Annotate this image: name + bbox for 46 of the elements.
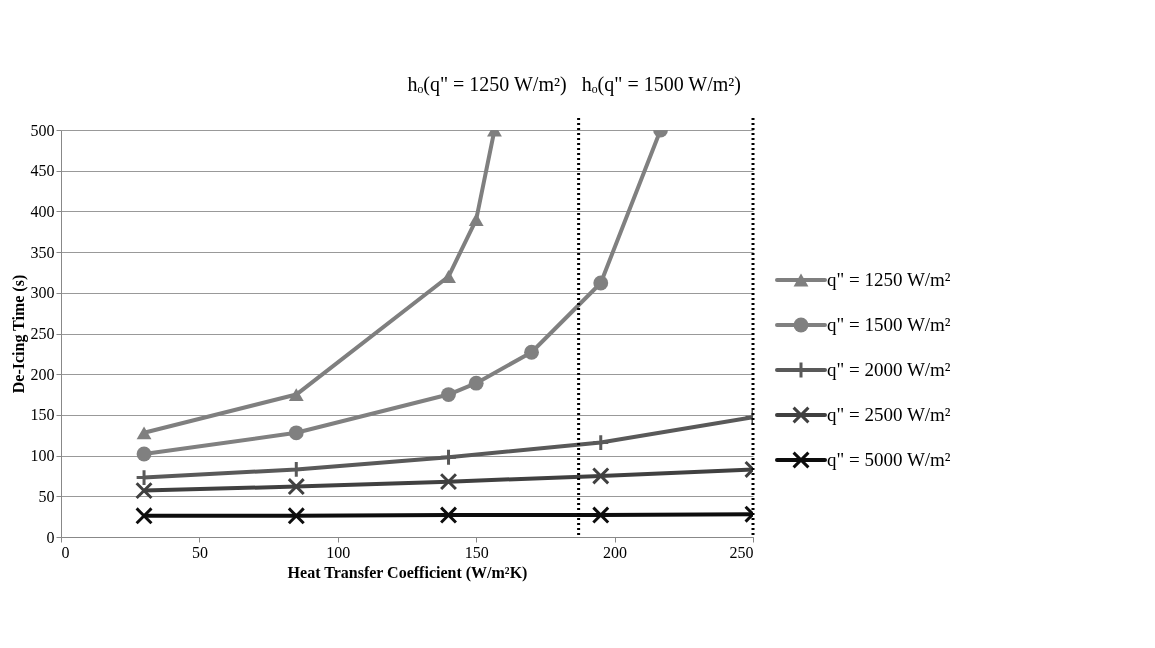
point bbox=[439, 506, 458, 524]
y-tick-label: 0 bbox=[46, 528, 55, 546]
y-tick-label: 500 bbox=[30, 121, 55, 139]
y-tick-label: 400 bbox=[30, 202, 55, 220]
text: hₒ(q" = 1500 W/m²) bbox=[581, 73, 741, 96]
y-tick-label: 100 bbox=[30, 447, 55, 465]
y-tick-label: 200 bbox=[30, 365, 55, 383]
y-tick-label: 50 bbox=[38, 487, 55, 505]
x-tick-label: 50 bbox=[191, 543, 208, 561]
legend-label: q" = 2500 W/m² bbox=[827, 404, 951, 425]
point bbox=[591, 433, 610, 452]
point bbox=[288, 388, 304, 401]
point bbox=[441, 270, 456, 283]
point bbox=[135, 481, 153, 500]
legend-label: q" = 1250 W/m² bbox=[827, 269, 951, 290]
point bbox=[593, 275, 609, 291]
point bbox=[136, 446, 152, 462]
point bbox=[524, 344, 539, 360]
y-tick-label: 350 bbox=[30, 243, 55, 261]
legend-label: q" = 1500 W/m² bbox=[827, 314, 951, 335]
legend-label: q" = 5000 W/m² bbox=[827, 449, 951, 470]
y-tick-label: 300 bbox=[30, 284, 55, 302]
x-tick-label: 0 bbox=[61, 543, 70, 561]
point bbox=[468, 213, 484, 226]
point bbox=[136, 426, 152, 440]
text: hₒ(q" = 1250 W/m²) bbox=[407, 73, 567, 96]
y-tick-label: 250 bbox=[30, 325, 55, 342]
point bbox=[468, 375, 484, 391]
y-tick-label: 450 bbox=[30, 162, 55, 180]
point bbox=[287, 506, 306, 525]
point bbox=[439, 472, 458, 491]
point bbox=[441, 387, 456, 402]
x-tick-label: 100 bbox=[326, 543, 351, 561]
point bbox=[287, 477, 306, 496]
x-tick-label: 250 bbox=[729, 543, 754, 561]
x-tick-label: 150 bbox=[464, 543, 489, 561]
x-tick-label: 200 bbox=[603, 543, 628, 561]
y-tick-label: 150 bbox=[30, 406, 55, 424]
legend-label: q" = 2000 W/m² bbox=[827, 359, 951, 380]
point bbox=[591, 506, 610, 524]
point bbox=[591, 467, 610, 485]
point bbox=[288, 425, 304, 441]
point bbox=[439, 448, 458, 467]
x-axis-title: Heat Transfer Coefficient (W/m²K) bbox=[287, 563, 528, 582]
y-axis-title: De-Icing Time (s) bbox=[9, 274, 28, 394]
point bbox=[135, 506, 153, 525]
